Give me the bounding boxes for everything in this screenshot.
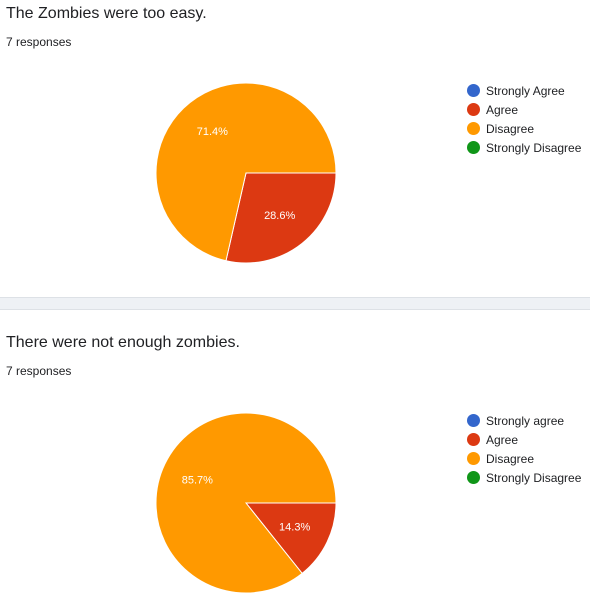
legend-item[interactable]: Agree <box>467 430 590 449</box>
legend-item[interactable]: Strongly agree <box>467 411 590 430</box>
legend-item[interactable]: Disagree <box>467 449 590 468</box>
legend-item[interactable]: Strongly Disagree <box>467 138 590 157</box>
chart-legend: Strongly Agree Agree Disagree Strongly D… <box>467 81 590 157</box>
legend-swatch-icon <box>467 84 480 97</box>
slice-percent-label: 28.6% <box>264 210 295 222</box>
slice-percent-label: 85.7% <box>182 475 213 487</box>
response-count: 7 responses <box>6 364 72 378</box>
legend-swatch-icon <box>467 452 480 465</box>
legend-label: Strongly Disagree <box>486 470 582 485</box>
pie-chart: 28.6% 71.4% <box>155 82 337 264</box>
chart-legend: Strongly agree Agree Disagree Strongly D… <box>467 411 590 487</box>
pie-slice[interactable] <box>244 502 337 575</box>
legend-label: Disagree <box>486 451 535 466</box>
legend-item[interactable]: Strongly Disagree <box>467 468 590 487</box>
legend-swatch-icon <box>467 471 480 484</box>
legend-label: Agree <box>486 432 519 447</box>
question-card: The Zombies were too easy. 7 responses 2… <box>0 0 590 297</box>
legend-swatch-icon <box>467 414 480 427</box>
legend-label: Agree <box>486 102 519 117</box>
legend-swatch-icon <box>467 433 480 446</box>
question-title: There were not enough zombies. <box>6 334 240 351</box>
slice-percent-label: 14.3% <box>279 521 310 533</box>
legend-label: Strongly Disagree <box>486 140 582 155</box>
pie-slice[interactable] <box>155 412 337 594</box>
card-separator <box>0 297 590 310</box>
legend-item[interactable]: Disagree <box>467 119 590 138</box>
legend-swatch-icon <box>467 103 480 116</box>
pie-slice[interactable] <box>155 82 337 262</box>
legend-label: Disagree <box>486 121 535 136</box>
slice-percent-label: 71.4% <box>197 126 228 138</box>
legend-label: Strongly Agree <box>486 83 565 98</box>
pie-slice[interactable] <box>225 172 337 264</box>
legend-swatch-icon <box>467 122 480 135</box>
legend-item[interactable]: Strongly Agree <box>467 81 590 100</box>
pie-chart: 14.3% 85.7% <box>155 412 337 594</box>
legend-label: Strongly agree <box>486 413 565 428</box>
legend-item[interactable]: Agree <box>467 100 590 119</box>
question-title: The Zombies were too easy. <box>6 5 207 22</box>
response-count: 7 responses <box>6 35 72 49</box>
legend-swatch-icon <box>467 141 480 154</box>
question-card: There were not enough zombies. 7 respons… <box>0 310 590 611</box>
